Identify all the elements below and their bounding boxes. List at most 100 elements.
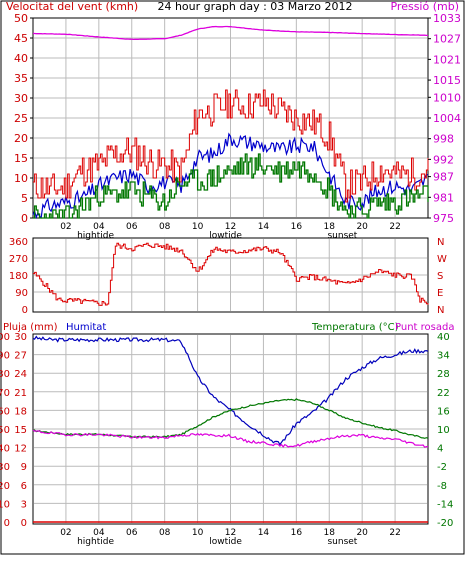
hour-tick-label-top: 22 xyxy=(389,222,400,232)
humidity-line xyxy=(32,335,429,446)
wind-speed-tick-label: 30 xyxy=(14,92,28,105)
series-layer xyxy=(32,25,429,523)
rain-tick-label: 90 xyxy=(0,351,10,362)
hour-tick-label-bottom: 10 xyxy=(192,528,204,538)
hour-tick-label-top: 06 xyxy=(126,222,138,232)
wind-speed-tick-label: 5 xyxy=(21,192,28,205)
event-label-hightide: hightide xyxy=(77,537,114,547)
pressure-line xyxy=(33,25,428,41)
temperature-tick-label: -20 xyxy=(437,518,453,529)
rain-tick-label: 20 xyxy=(0,481,10,492)
rain-tick-label: 30 xyxy=(0,462,10,473)
humidity-tick-label: 3 xyxy=(21,499,27,510)
event-label-sunset: sunset xyxy=(327,231,357,241)
wind-speed-tick-label: 35 xyxy=(14,72,28,85)
temperature-tick-label: 28 xyxy=(437,369,450,380)
temperature-tick-label: 10 xyxy=(437,425,450,436)
wind-speed-tick-label: 50 xyxy=(14,12,28,25)
pressure-tick-label: 981 xyxy=(433,191,454,204)
hour-tick-label-bottom: 08 xyxy=(159,528,171,538)
rain-tick-label: 60 xyxy=(0,406,10,417)
axes-layer: 0510152025303540455097598198799299810041… xyxy=(0,12,461,547)
wind-speed-tick-label: 25 xyxy=(14,112,28,125)
chart-title: 24 hour graph day : 03 Marzo 2012 xyxy=(157,0,352,13)
rain-tick-label: 40 xyxy=(0,444,10,455)
humidity-tick-label: 15 xyxy=(14,425,27,436)
hour-tick-label-bottom: 18 xyxy=(324,528,336,538)
temperature-tick-label: 4 xyxy=(437,444,443,455)
rain-axis-title: Pluja (mm) xyxy=(3,322,58,333)
rain-tick-label: 70 xyxy=(0,388,10,399)
temperature-tick-label: -8 xyxy=(437,481,447,492)
pressure-tick-label: 1015 xyxy=(433,74,461,87)
humidity-tick-label: 18 xyxy=(14,406,27,417)
direction-tick-label: 0 xyxy=(22,305,28,316)
hour-tick-label-bottom: 20 xyxy=(356,528,368,538)
rain-tick-label: 100 xyxy=(0,332,10,343)
pressure-title: Pressió (mb) xyxy=(390,0,459,13)
humidity-tick-label: 21 xyxy=(14,388,27,399)
hour-tick-label-top: 16 xyxy=(291,222,303,232)
wind-speed-tick-label: 40 xyxy=(14,52,28,65)
wind-direction-line xyxy=(33,242,429,306)
temperature-tick-label: -14 xyxy=(437,499,453,510)
temperature-tick-label: 22 xyxy=(437,388,450,399)
hour-tick-label-bottom: 22 xyxy=(389,528,400,538)
hour-tick-label-bottom: 12 xyxy=(225,528,236,538)
hour-tick-label-bottom: 04 xyxy=(93,528,105,538)
humidity-axis-title: Humitat xyxy=(66,322,106,333)
humidity-tick-label: 12 xyxy=(14,444,27,455)
direction-tick-label: 270 xyxy=(9,254,28,265)
temperature-tick-label: 40 xyxy=(437,332,450,343)
wind-low-line xyxy=(33,153,429,219)
hour-tick-label-top: 04 xyxy=(93,222,105,232)
humidity-tick-label: 6 xyxy=(21,481,27,492)
wind-speed-title: Velocitat del vent (kmh) xyxy=(6,0,138,13)
compass-tick-label: S xyxy=(437,271,443,282)
pressure-tick-label: 1010 xyxy=(433,91,461,104)
rain-tick-label: 50 xyxy=(0,425,10,436)
direction-tick-label: 180 xyxy=(9,271,28,282)
hour-tick-label-bottom: 02 xyxy=(60,528,71,538)
wind-speed-tick-label: 20 xyxy=(14,132,28,145)
rain-tick-label: 80 xyxy=(0,369,10,380)
pressure-tick-label: 975 xyxy=(433,212,454,225)
compass-tick-label: E xyxy=(437,288,443,299)
pressure-tick-label: 987 xyxy=(433,171,454,184)
direction-tick-label: 360 xyxy=(9,237,28,248)
pressure-tick-label: 992 xyxy=(433,153,454,166)
temperature-tick-label: -2 xyxy=(437,462,447,473)
temperature-tick-label: 16 xyxy=(437,406,450,417)
wind-average-line xyxy=(32,132,429,219)
humidity-tick-label: 0 xyxy=(21,518,27,529)
dewpoint-line xyxy=(32,429,429,448)
hour-tick-label-top: 10 xyxy=(192,222,204,232)
hour-tick-label-top: 08 xyxy=(159,222,171,232)
humidity-tick-label: 30 xyxy=(14,332,27,343)
pressure-tick-label: 1033 xyxy=(433,12,461,25)
hour-tick-label-top: 14 xyxy=(258,222,270,232)
wind-speed-tick-label: 0 xyxy=(21,212,28,225)
wind-speed-tick-label: 15 xyxy=(14,152,28,165)
pressure-tick-label: 1027 xyxy=(433,33,461,46)
temperature-axis-title: Temperatura (°C) xyxy=(311,322,399,333)
hour-tick-label-bottom: 06 xyxy=(126,528,138,538)
event-label-sunset: sunset xyxy=(327,537,357,547)
direction-tick-label: 90 xyxy=(15,288,28,299)
pressure-tick-label: 1021 xyxy=(433,53,461,66)
wind-speed-tick-label: 10 xyxy=(14,172,28,185)
rain-tick-label: 0 xyxy=(4,518,10,529)
compass-tick-label: N xyxy=(437,237,444,248)
hour-tick-label-bottom: 14 xyxy=(258,528,270,538)
compass-tick-label: N xyxy=(437,305,444,316)
pressure-tick-label: 1004 xyxy=(433,112,461,125)
humidity-tick-label: 24 xyxy=(14,369,27,380)
wind-gust-line xyxy=(33,89,429,203)
rain-tick-label: 10 xyxy=(0,499,10,510)
hour-tick-label-top: 12 xyxy=(225,222,236,232)
compass-tick-label: W xyxy=(437,254,447,265)
event-label-lowtide: lowtide xyxy=(209,231,242,241)
